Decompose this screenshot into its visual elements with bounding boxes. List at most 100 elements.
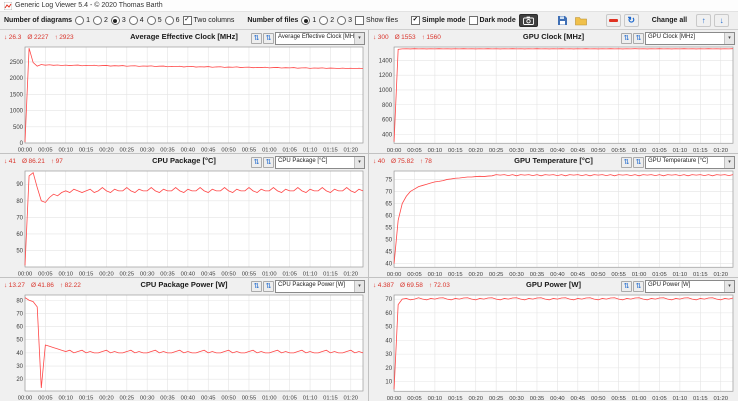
radio-icon (75, 16, 84, 25)
svg-text:00:00: 00:00 (18, 396, 33, 401)
svg-text:30: 30 (16, 364, 23, 370)
chart-up-button[interactable]: ⇅ (251, 157, 262, 168)
svg-text:40: 40 (385, 338, 392, 344)
svg-text:65: 65 (385, 201, 392, 207)
diagrams-radio-5[interactable]: 5 (147, 16, 162, 25)
diagrams-radio-3[interactable]: 3 (111, 16, 126, 25)
svg-text:400: 400 (382, 132, 393, 138)
change-all-up-button[interactable]: ↑ (696, 14, 711, 27)
chevron-down-icon: ▾ (354, 33, 364, 44)
radio-icon (165, 16, 174, 25)
svg-text:01:00: 01:00 (632, 396, 647, 401)
min-value: 4.387 (378, 282, 394, 289)
svg-text:2000: 2000 (10, 76, 24, 82)
svg-text:00:45: 00:45 (201, 396, 216, 401)
svg-text:00:25: 00:25 (120, 148, 135, 154)
svg-text:00:15: 00:15 (448, 396, 463, 401)
svg-text:00:30: 00:30 (140, 272, 155, 278)
chart-down-button[interactable]: ⇅ (263, 157, 274, 168)
min-icon: ↓ (4, 282, 7, 289)
line-color-button[interactable] (606, 14, 621, 27)
avg-value: 2227 (34, 34, 48, 41)
diagrams-radio-1[interactable]: 1 (75, 16, 90, 25)
dropdown-value: CPU Package [°C] (276, 157, 354, 168)
metric-dropdown[interactable]: GPU Clock [MHz] ▾ (645, 32, 735, 45)
refresh-button[interactable]: ↻ (624, 14, 639, 27)
chart-down-button[interactable]: ⇅ (633, 33, 644, 44)
change-all-down-button[interactable]: ↓ (714, 14, 729, 27)
dark-mode-checkbox[interactable]: Dark mode (469, 16, 516, 25)
files-radio-2[interactable]: 2 (319, 16, 334, 25)
metric-dropdown[interactable]: CPU Package Power [W] ▾ (275, 280, 365, 293)
radio-label: 1 (86, 17, 90, 24)
svg-text:00:50: 00:50 (221, 272, 236, 278)
diagrams-radio-2[interactable]: 2 (93, 16, 108, 25)
min-icon: ↓ (373, 282, 376, 289)
simple-mode-checkbox[interactable]: ✓Simple mode (411, 16, 466, 25)
chart-down-button[interactable]: ⇅ (263, 33, 274, 44)
radio-icon (93, 16, 102, 25)
swap-arrows-icon: ⇅ (624, 282, 630, 290)
svg-text:01:20: 01:20 (713, 148, 728, 153)
radio-label: 3 (122, 17, 126, 24)
svg-text:00:25: 00:25 (120, 396, 135, 401)
app-icon (4, 2, 12, 10)
metric-dropdown[interactable]: GPU Power [W] ▾ (645, 280, 735, 293)
svg-text:00:00: 00:00 (387, 272, 402, 277)
svg-text:00:10: 00:10 (428, 148, 443, 153)
dropdown-value: GPU Temperature [°C] (646, 157, 724, 168)
svg-text:00:35: 00:35 (160, 396, 175, 401)
svg-text:01:10: 01:10 (673, 148, 688, 153)
svg-text:01:15: 01:15 (693, 396, 708, 401)
save-button[interactable] (555, 14, 570, 27)
chart-up-button[interactable]: ⇅ (621, 157, 632, 168)
show-files-checkbox[interactable]: Show files (355, 16, 398, 25)
metric-dropdown[interactable]: CPU Package [°C] ▾ (275, 156, 365, 169)
chart-up-button[interactable]: ⇅ (251, 33, 262, 44)
svg-text:01:00: 01:00 (262, 272, 277, 278)
svg-text:00:05: 00:05 (407, 148, 422, 153)
dropdown-value: CPU Package Power [W] (276, 281, 354, 292)
svg-text:70: 70 (385, 189, 392, 195)
svg-text:00:40: 00:40 (550, 148, 565, 153)
max-value: 72.03 (434, 282, 450, 289)
chart-up-button[interactable]: ⇅ (621, 281, 632, 292)
diagrams-radio-4[interactable]: 4 (129, 16, 144, 25)
max-value: 82.22 (65, 282, 81, 289)
diagrams-radio-6[interactable]: 6 (165, 16, 180, 25)
two-columns-checkbox[interactable]: ✓Two columns (183, 16, 235, 25)
radio-label: 4 (140, 17, 144, 24)
metric-dropdown[interactable]: GPU Temperature [°C] ▾ (645, 156, 735, 169)
min-icon: ↓ (4, 34, 7, 41)
chart-up-button[interactable]: ⇅ (621, 33, 632, 44)
chart-down-button[interactable]: ⇅ (263, 281, 274, 292)
files-radio-1[interactable]: 1 (301, 16, 316, 25)
svg-text:00:50: 00:50 (221, 148, 236, 154)
svg-text:01:00: 01:00 (262, 396, 277, 401)
svg-text:00:00: 00:00 (387, 396, 402, 401)
chart-up-button[interactable]: ⇅ (251, 281, 262, 292)
files-radio-3[interactable]: 3 (337, 16, 352, 25)
radio-label: 1 (312, 17, 316, 24)
checkbox-label: Dark mode (480, 17, 516, 24)
svg-text:2500: 2500 (10, 60, 24, 66)
svg-text:00:50: 00:50 (221, 396, 236, 401)
metric-dropdown[interactable]: Average Effective Clock [MHz] ▾ (275, 32, 365, 45)
radio-icon (147, 16, 156, 25)
svg-text:50: 50 (16, 338, 23, 344)
chart-down-button[interactable]: ⇅ (633, 157, 644, 168)
svg-text:01:15: 01:15 (323, 272, 338, 278)
svg-text:00:55: 00:55 (611, 148, 626, 153)
checkbox-label: Simple mode (422, 17, 466, 24)
svg-text:00:25: 00:25 (489, 148, 504, 153)
svg-text:01:00: 01:00 (632, 272, 647, 277)
chart-down-button[interactable]: ⇅ (633, 281, 644, 292)
open-folder-button[interactable] (573, 14, 589, 27)
swap-arrows-icon: ⇅ (254, 34, 260, 42)
screenshot-button[interactable] (519, 14, 538, 27)
